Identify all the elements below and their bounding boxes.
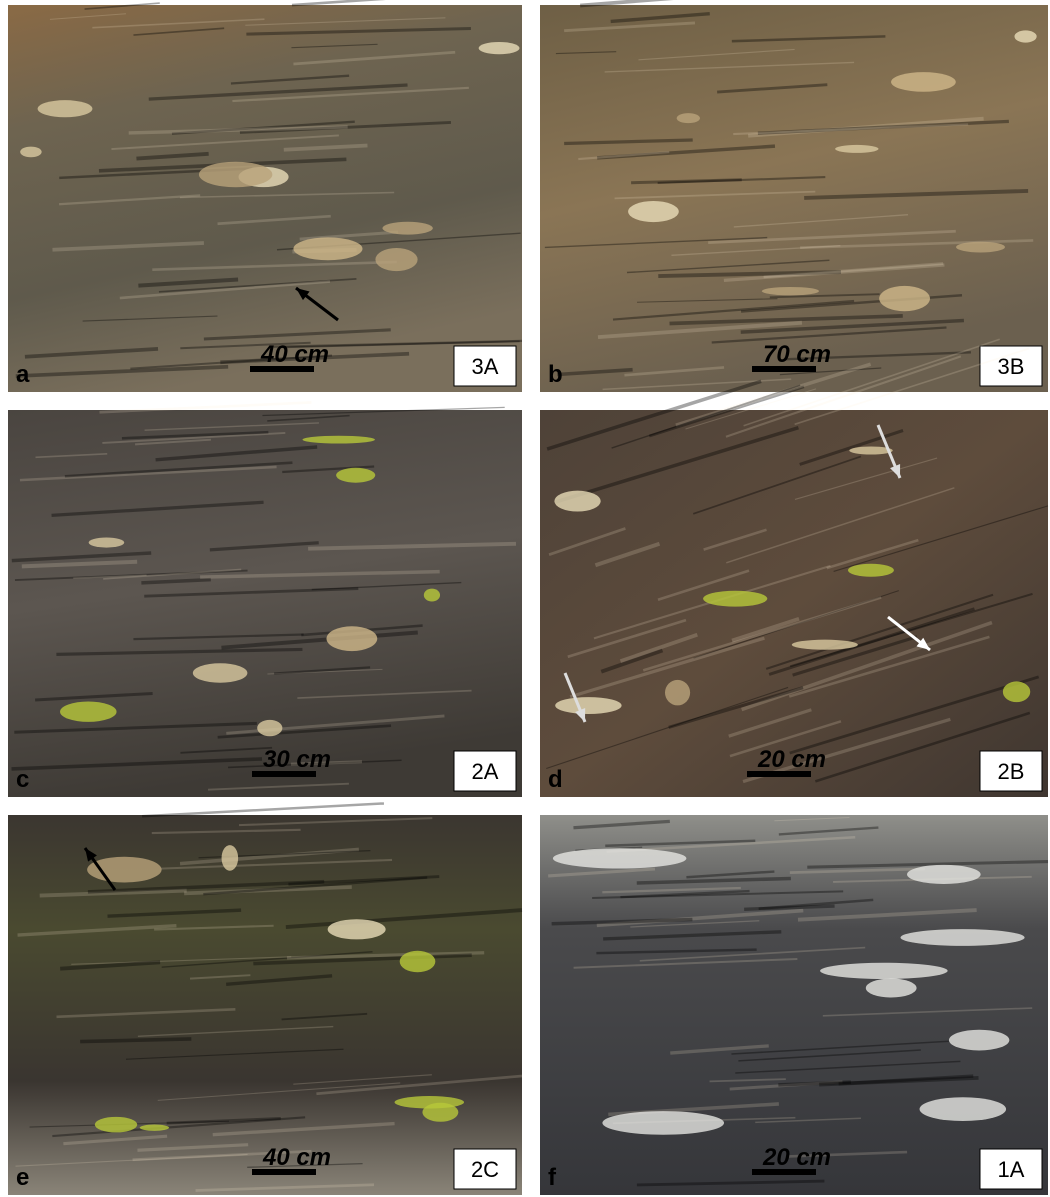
rock-feature	[382, 222, 432, 235]
rock-feature	[866, 978, 917, 997]
rock-streak	[580, 0, 719, 6]
panel-letter: e	[16, 1164, 29, 1191]
photo-panel: c 30 cm 2A	[8, 402, 522, 797]
rock-feature	[326, 626, 377, 651]
scale-label: 40 cm	[260, 341, 329, 368]
rock-feature	[60, 701, 116, 721]
rock-feature	[424, 589, 440, 602]
scale-label: 70 cm	[763, 341, 831, 368]
rock-feature	[602, 1111, 724, 1135]
rock-feature	[628, 201, 679, 222]
rock-feature	[479, 42, 520, 54]
rock-streak	[292, 0, 410, 5]
rock-feature	[193, 663, 248, 683]
photo-panel: a 40 cm 3A	[8, 0, 522, 392]
scale-label: 40 cm	[262, 1144, 331, 1171]
panel-letter: b	[548, 361, 563, 388]
scale-label: 30 cm	[263, 746, 331, 773]
rock-feature	[703, 591, 767, 607]
panel-letter: d	[548, 766, 563, 793]
rock-feature	[900, 929, 1024, 946]
figure: a40 cm3Ab70 cm3Bc30 cm2Ad20 cm2Be40 cm2C…	[0, 0, 1050, 1197]
photo	[8, 5, 522, 392]
rock-feature	[302, 436, 374, 444]
rock-feature	[879, 286, 930, 311]
rock-feature	[375, 248, 417, 271]
scale-bar	[752, 1169, 816, 1175]
rock-feature	[336, 468, 375, 483]
rock-feature	[422, 1103, 458, 1122]
station-label: 2A	[472, 759, 499, 784]
rock-streak	[142, 803, 384, 816]
scale-bar	[747, 771, 811, 777]
rock-feature	[328, 919, 386, 939]
scale-bar	[252, 771, 316, 777]
station-label: 1A	[998, 1157, 1025, 1182]
photo	[8, 815, 522, 1195]
rock-feature	[89, 538, 125, 548]
station-label: 3A	[472, 354, 499, 379]
rock-feature	[20, 147, 41, 158]
rock-feature	[665, 680, 690, 706]
station-label: 2C	[471, 1157, 499, 1182]
rock-feature	[257, 720, 282, 736]
rock-feature	[95, 1117, 137, 1133]
rock-feature	[553, 848, 687, 868]
rock-feature	[907, 865, 981, 884]
rock-feature	[820, 963, 948, 979]
photo	[540, 410, 1048, 797]
rock-feature	[677, 113, 700, 123]
rock-feature	[222, 845, 239, 871]
rock-feature	[87, 857, 161, 883]
rock-feature	[38, 100, 93, 117]
scale-bar	[252, 1169, 316, 1175]
scale-bar	[752, 366, 816, 372]
scale-label: 20 cm	[757, 746, 826, 773]
rock-feature	[1003, 681, 1030, 702]
rock-feature	[762, 287, 819, 295]
rock-feature	[949, 1030, 1009, 1051]
rock-feature	[293, 237, 362, 260]
rock-feature	[199, 162, 272, 188]
rock-feature	[848, 564, 894, 577]
rock-feature	[1014, 30, 1036, 42]
rock-feature	[835, 145, 878, 153]
photo-panel: e 40 cm 2C	[8, 803, 522, 1195]
rock-feature	[400, 951, 436, 972]
rock-feature	[554, 491, 600, 512]
scale-bar	[250, 366, 314, 372]
rock-feature	[140, 1125, 169, 1131]
photo-panel: d 20 cm 2B	[540, 339, 1048, 797]
panel-letter: a	[16, 361, 30, 388]
scale-label: 20 cm	[762, 1144, 831, 1171]
station-label: 2B	[998, 759, 1025, 784]
rock-feature	[920, 1097, 1007, 1121]
rock-feature	[792, 640, 858, 650]
panel-letter: c	[16, 766, 29, 793]
panel-letter: f	[548, 1164, 557, 1191]
rock-feature	[956, 242, 1005, 253]
rock-feature	[555, 697, 621, 714]
rock-feature	[891, 72, 956, 92]
photo-panel: f 20 cm 1A	[540, 815, 1048, 1195]
